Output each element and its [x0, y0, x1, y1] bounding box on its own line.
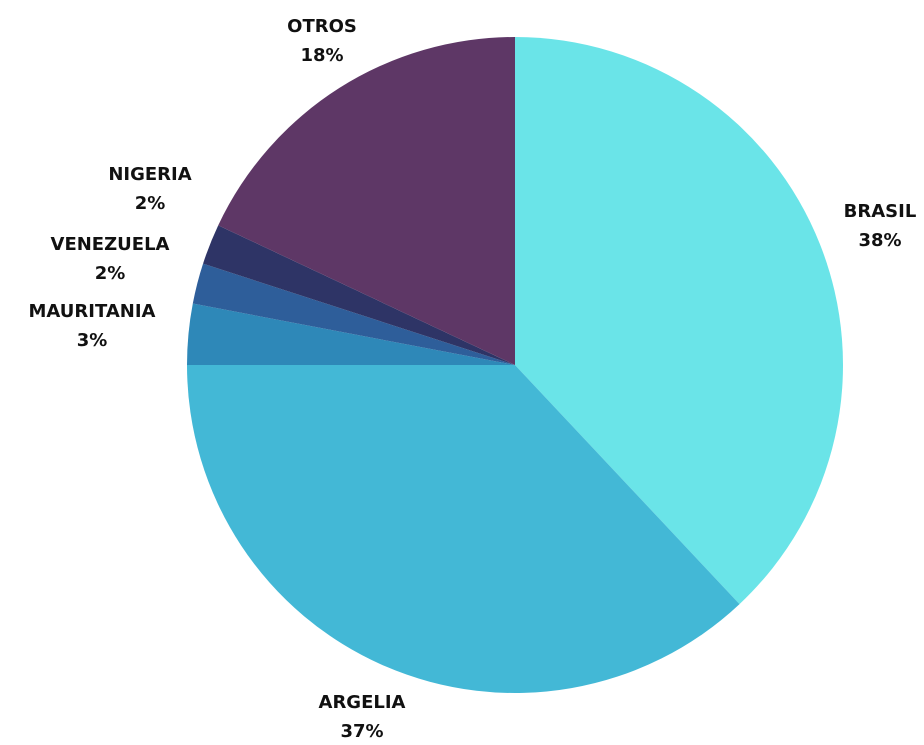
pie-slice [187, 303, 515, 365]
slice-name: NIGERIA [108, 164, 191, 185]
slice-value-label: 18% [300, 45, 343, 66]
slice-name: OTROS [287, 16, 357, 37]
slice-value-label: 3% [77, 330, 108, 351]
slice-name: MAURITANIA [29, 301, 156, 322]
slice-value-label: 2% [135, 193, 166, 214]
slice-name: BRASIL [844, 201, 917, 222]
slice-name: VENEZUELA [51, 234, 170, 255]
slice-value-label: 38% [858, 230, 901, 251]
pie-slice [203, 225, 515, 365]
slice-value-label: 37% [340, 721, 383, 742]
pie-slice [192, 263, 515, 365]
pie-slice [187, 365, 740, 693]
pie-slice [515, 37, 843, 605]
slice-name: ARGELIA [319, 692, 406, 713]
slice-value-label: 2% [95, 263, 126, 284]
pie-slice [218, 37, 515, 365]
